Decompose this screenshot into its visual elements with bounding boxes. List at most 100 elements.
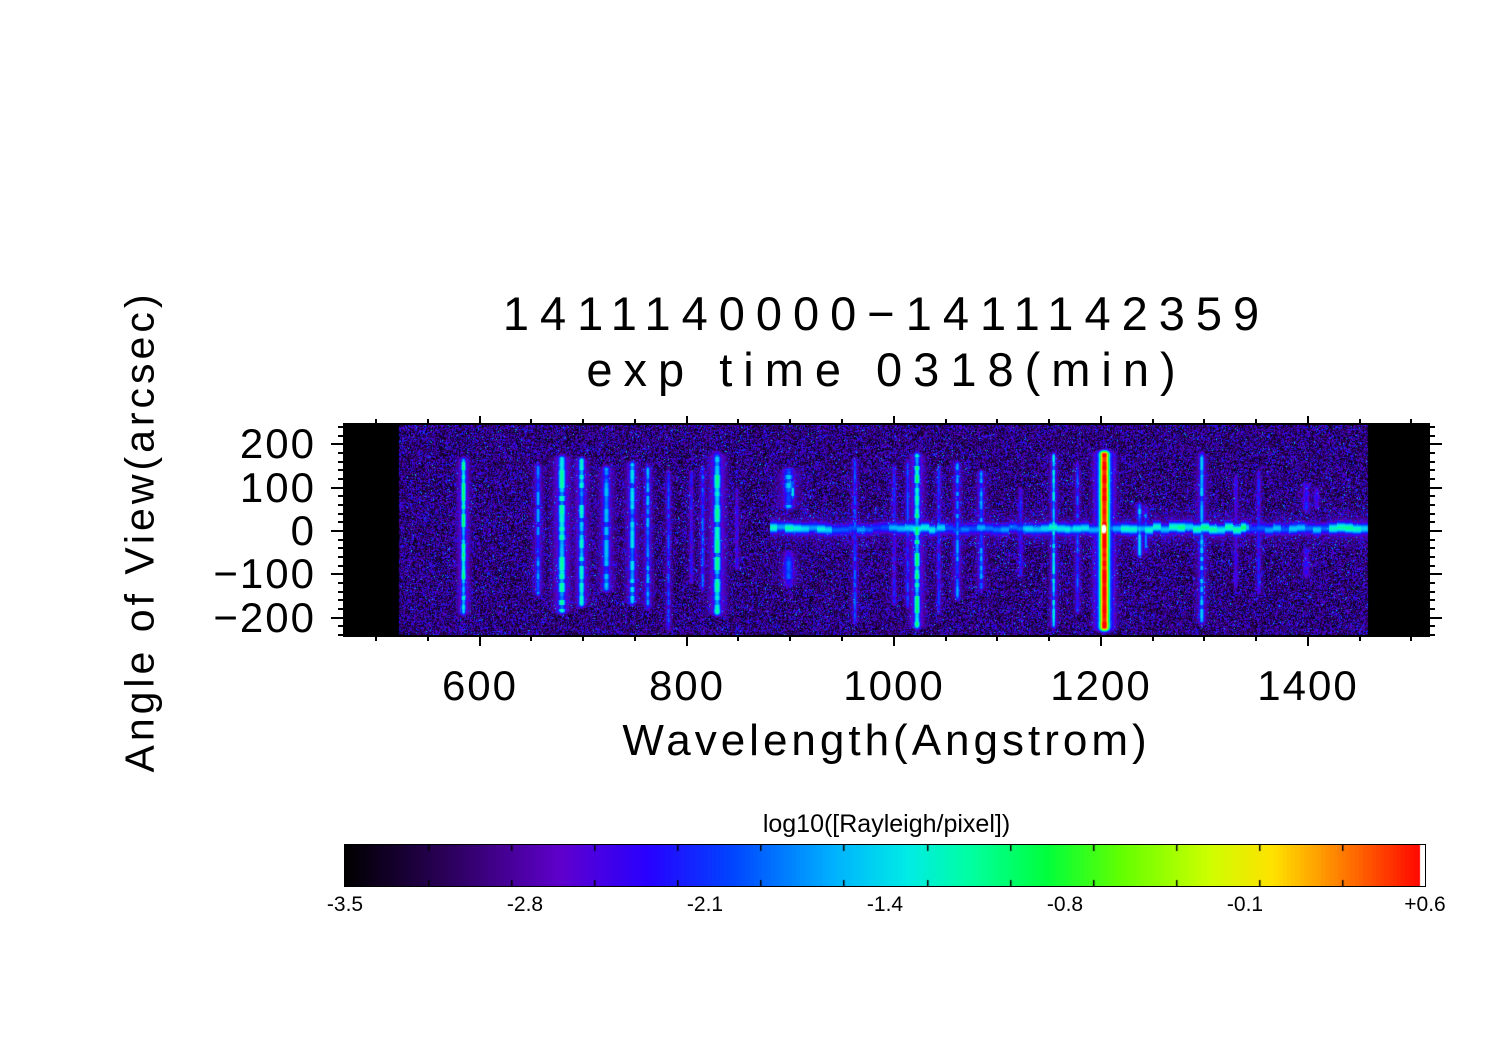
x-major-tick [479,637,481,646]
plot-area [343,423,1430,637]
x-axis-label: Wavelength(Angstrom) [622,716,1151,765]
x-minor-tick [1152,637,1154,641]
y-minor-tick [1430,435,1435,437]
x-minor-tick [582,419,584,423]
x-minor-tick [1359,419,1361,423]
colorbar-tick-label: -0.1 [1226,893,1264,916]
y-minor-tick [338,426,343,428]
y-major-tick [331,487,343,489]
x-major-tick [479,416,481,423]
x-minor-tick [530,419,532,423]
y-minor-tick [1430,469,1435,471]
x-major-tick [1100,416,1102,423]
y-minor-tick [338,634,343,636]
y-tick-label: 200 [239,420,316,467]
x-tick-label: 1200 [1050,662,1152,709]
y-minor-tick [1430,634,1435,636]
y-major-tick [1430,617,1442,619]
y-major-tick [1430,487,1442,489]
colorbar-tick-label: -0.8 [1046,893,1084,916]
y-minor-tick [338,521,343,523]
y-minor-tick [1430,539,1435,541]
y-minor-tick [338,565,343,567]
colorbar-title: log10([Rayleigh/pixel]) [762,810,1011,838]
x-major-tick [686,637,688,646]
y-tick-label: 0 [290,507,316,554]
x-minor-tick [1255,637,1257,641]
x-minor-tick [996,637,998,641]
x-major-tick [1307,416,1309,423]
colorbar-tick-label: -3.5 [326,893,364,916]
x-minor-tick [1048,637,1050,641]
y-minor-tick [1430,608,1435,610]
y-major-tick [331,530,343,532]
plot-title-line1: 1411140000−1411142359 [502,287,1271,340]
y-minor-tick [338,504,343,506]
x-minor-tick [634,419,636,423]
x-minor-tick [945,637,947,641]
x-minor-tick [1410,419,1412,423]
x-minor-tick [530,637,532,641]
x-major-tick [893,416,895,423]
y-minor-tick [338,495,343,497]
y-minor-tick [1430,504,1435,506]
colorbar-tick-label: -1.4 [866,893,904,916]
y-minor-tick [1430,591,1435,593]
x-minor-tick [582,637,584,641]
x-minor-tick [1410,637,1412,641]
x-minor-tick [375,637,377,641]
colorbar-tick-label: +0.6 [1404,893,1446,916]
y-tick-label: −200 [213,594,316,641]
y-major-tick [1430,530,1442,532]
x-major-tick [686,416,688,423]
x-minor-tick [1359,637,1361,641]
y-minor-tick [1430,461,1435,463]
x-minor-tick [1152,419,1154,423]
y-minor-tick [338,452,343,454]
y-minor-tick [338,513,343,515]
colorbar-tick-label: -2.1 [686,893,724,916]
y-minor-tick [1430,582,1435,584]
x-tick-label: 1400 [1257,662,1359,709]
x-minor-tick [634,637,636,641]
y-minor-tick [338,608,343,610]
x-minor-tick [789,637,791,641]
x-minor-tick [737,637,739,641]
y-minor-tick [338,478,343,480]
y-minor-tick [1430,556,1435,558]
y-minor-tick [338,461,343,463]
y-minor-tick [338,625,343,627]
y-minor-tick [1430,625,1435,627]
x-major-tick [893,637,895,646]
x-minor-tick [996,419,998,423]
y-major-tick [331,617,343,619]
y-minor-tick [338,435,343,437]
plot-title-line2: exp time 0318(min) [586,343,1187,396]
x-minor-tick [1203,419,1205,423]
y-minor-tick [338,539,343,541]
y-minor-tick [1430,478,1435,480]
y-minor-tick [338,591,343,593]
x-minor-tick [1255,419,1257,423]
y-minor-tick [1430,547,1435,549]
y-tick-label: 100 [239,464,316,511]
x-major-tick [1307,637,1309,646]
y-major-tick [1430,573,1442,575]
colorbar [344,844,1426,887]
y-minor-tick [1430,513,1435,515]
x-minor-tick [841,419,843,423]
x-minor-tick [1048,419,1050,423]
x-minor-tick [427,419,429,423]
y-minor-tick [338,469,343,471]
y-minor-tick [338,599,343,601]
colorbar-tick-label: -2.8 [506,893,544,916]
x-minor-tick [841,637,843,641]
y-minor-tick [1430,452,1435,454]
y-minor-tick [338,582,343,584]
x-minor-tick [375,419,377,423]
spectral-image-canvas [345,425,1428,635]
x-tick-label: 600 [441,662,519,709]
x-tick-label: 1000 [843,662,945,709]
x-minor-tick [737,419,739,423]
